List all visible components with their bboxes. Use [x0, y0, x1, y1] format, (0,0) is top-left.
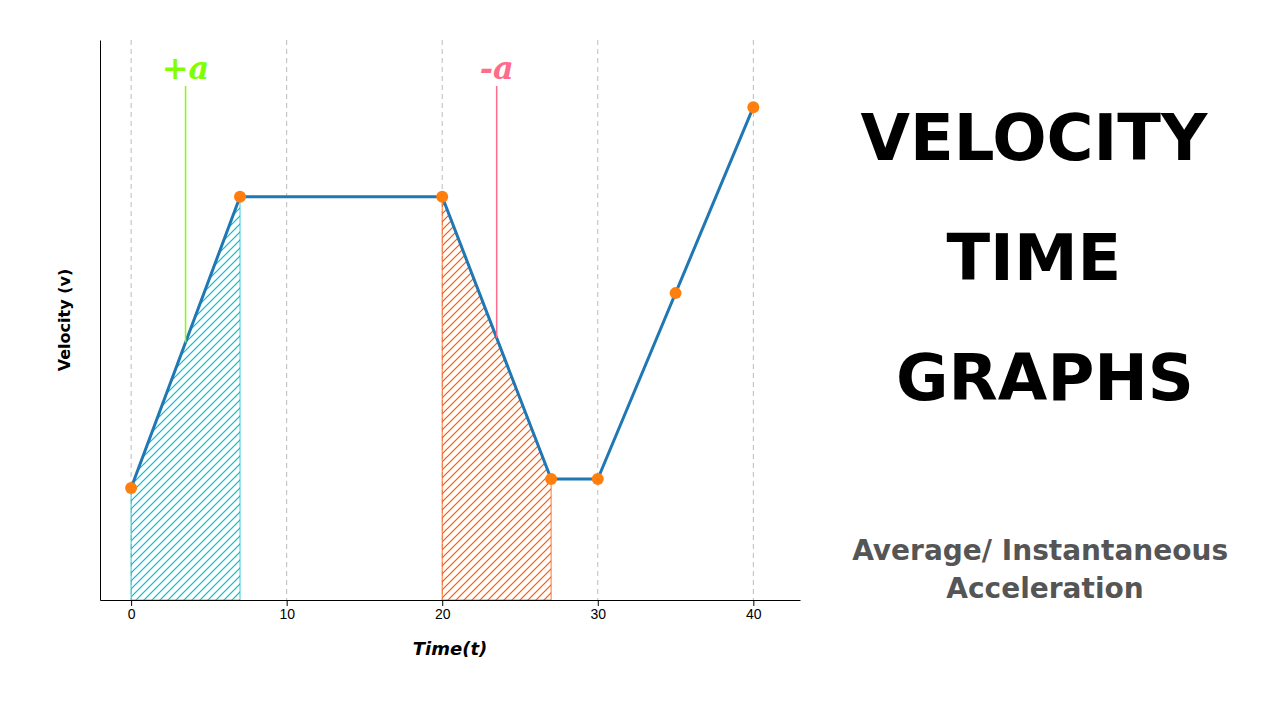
x-tick: 40	[746, 600, 762, 622]
x-tick-label: 20	[435, 606, 451, 622]
x-axis-line	[101, 600, 801, 601]
y-axis	[100, 41, 101, 601]
annotation: +a	[162, 49, 210, 87]
point	[125, 482, 137, 494]
point	[234, 191, 246, 203]
x-tick: 20	[435, 600, 451, 622]
grid-line	[286, 40, 287, 600]
grid-line	[753, 40, 754, 600]
grid-line	[597, 40, 598, 600]
subtitle: Average/ Instantaneous Acceleration	[852, 534, 1238, 605]
annotation: -a	[480, 49, 514, 87]
x-axis: 0 10 20 30 40	[101, 600, 801, 622]
chart: 0 10 20 30 40 +a -a Time(t) Velocity (v) VELOCITY…	[0, 0, 1280, 720]
annotation-leader	[185, 86, 187, 342]
points	[125, 101, 759, 494]
point	[592, 473, 604, 485]
x-tick: 0	[128, 600, 136, 622]
point	[545, 473, 557, 485]
lines	[131, 107, 753, 488]
grid	[131, 40, 753, 600]
x-tick-label: 40	[746, 606, 762, 622]
x-axis-title: Time(t)	[413, 638, 487, 659]
annotations: +a -a	[162, 49, 514, 343]
x-tick: 30	[590, 600, 606, 622]
title: VELOCITY TIME GRAPHS	[860, 101, 1229, 415]
title-line: TIME	[946, 221, 1143, 295]
annotation-leader	[496, 86, 498, 338]
subtitle-line: Acceleration	[946, 572, 1143, 605]
x-tick-label: 0	[128, 606, 136, 622]
x-tick-label: 10	[279, 606, 295, 622]
y-axis-line	[100, 41, 101, 601]
x-tick: 10	[279, 600, 295, 622]
title-line: GRAPHS	[896, 341, 1194, 415]
point	[670, 287, 682, 299]
point	[747, 101, 759, 113]
x-tick-label: 30	[590, 606, 606, 622]
y-axis-title: Velocity (v)	[55, 269, 74, 372]
plot-area	[125, 101, 759, 600]
title-line: VELOCITY	[860, 101, 1229, 175]
point	[436, 191, 448, 203]
line	[131, 107, 753, 488]
subtitle-line: Average/ Instantaneous	[852, 534, 1238, 567]
areas	[131, 197, 551, 600]
